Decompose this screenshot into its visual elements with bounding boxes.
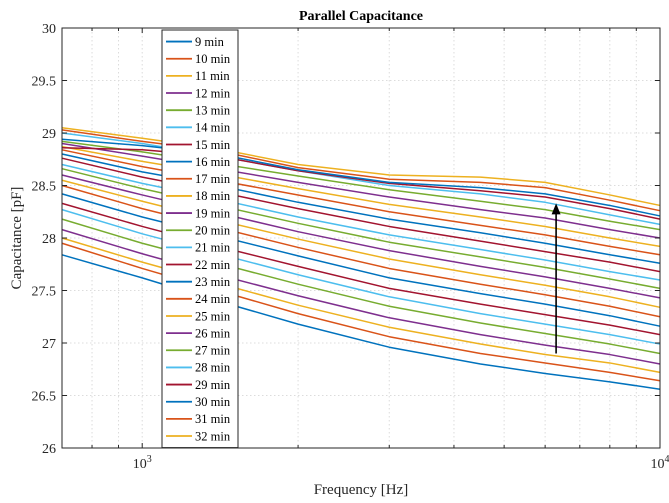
legend-entry: 16 min bbox=[195, 155, 231, 169]
legend-entry: 11 min bbox=[195, 69, 230, 83]
y-tick-label: 27.5 bbox=[32, 285, 57, 300]
legend-entry: 10 min bbox=[195, 52, 231, 66]
legend-entry: 23 min bbox=[195, 275, 231, 289]
legend-entry: 31 min bbox=[195, 412, 231, 426]
legend-entry: 25 min bbox=[195, 309, 231, 323]
y-tick-label: 29 bbox=[42, 127, 56, 142]
legend-entry: 15 min bbox=[195, 138, 231, 152]
chart-title: Parallel Capacitance bbox=[299, 9, 423, 24]
x-tick-label: 103 bbox=[133, 454, 152, 472]
legend-entry: 21 min bbox=[195, 241, 231, 255]
y-tick-label: 29.5 bbox=[32, 75, 57, 90]
arrow-head bbox=[551, 203, 561, 215]
y-tick-label: 27 bbox=[42, 337, 56, 352]
legend-entry: 26 min bbox=[195, 326, 231, 340]
legend: 9 min 10 min 11 min 12 min 13 min 14 min 15 mi… bbox=[161, 29, 239, 449]
legend-entry: 18 min bbox=[195, 189, 231, 203]
legend-entry: 13 min bbox=[195, 103, 231, 117]
axis-ticks: 26 26.5 27 27.5 28 28.5 29 29.5 30 103 104 bbox=[32, 22, 669, 472]
x-tick-label: 104 bbox=[651, 454, 669, 472]
legend-entry: 17 min bbox=[195, 172, 231, 186]
x-axis-label: Frequency [Hz] bbox=[314, 482, 409, 498]
legend-entry: 30 min bbox=[195, 395, 231, 409]
y-tick-label: 28 bbox=[42, 232, 56, 247]
y-tick-label: 28.5 bbox=[32, 180, 57, 195]
legend-entry: 12 min bbox=[195, 86, 231, 100]
y-tick-label: 26 bbox=[42, 442, 56, 457]
legend-box bbox=[161, 29, 239, 449]
y-tick-label: 30 bbox=[42, 22, 56, 37]
legend-entry: 27 min bbox=[195, 344, 231, 358]
y-axis-label: Capacitance [pF] bbox=[9, 187, 25, 290]
legend-entry: 28 min bbox=[195, 361, 231, 375]
legend-entry: 29 min bbox=[195, 378, 231, 392]
legend-entry: 32 min bbox=[195, 429, 231, 443]
legend-entry: 19 min bbox=[195, 206, 231, 220]
legend-entry: 9 min bbox=[195, 35, 225, 49]
legend-entry: 14 min bbox=[195, 121, 231, 135]
legend-entry: 22 min bbox=[195, 258, 231, 272]
legend-entry: 24 min bbox=[195, 292, 231, 306]
legend-entry: 20 min bbox=[195, 224, 231, 238]
y-tick-label: 26.5 bbox=[32, 390, 57, 405]
annotation-layer bbox=[551, 203, 561, 354]
